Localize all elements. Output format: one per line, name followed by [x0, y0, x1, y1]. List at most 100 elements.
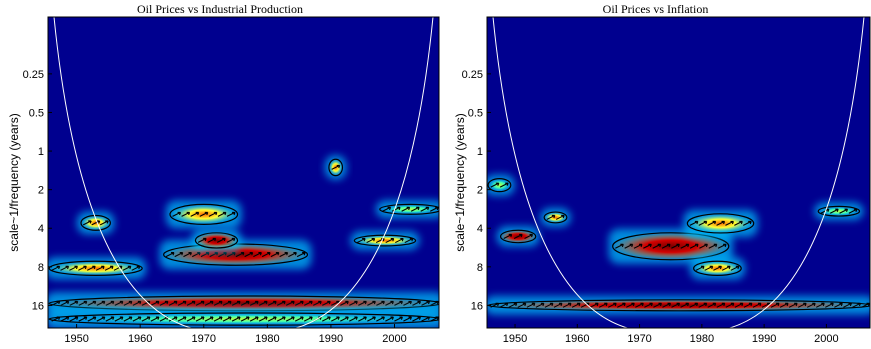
- phase-arrow: [331, 164, 341, 170]
- phase-arrow: [349, 300, 358, 306]
- phase-arrow: [95, 265, 105, 271]
- phase-arrow: [181, 211, 191, 217]
- phase-arrow: [279, 252, 289, 258]
- phase-arrow: [499, 302, 509, 308]
- y-axis-label: scale~1/frequency (years): [7, 113, 21, 251]
- y-tick-label: 16: [32, 300, 44, 312]
- phase-arrow: [199, 211, 209, 217]
- phase-arrow: [168, 300, 178, 306]
- y-axis-label: scale~1/frequency (years): [453, 113, 467, 251]
- phase-arrow: [617, 302, 626, 308]
- phase-arrow: [340, 316, 349, 322]
- x-tick-label: 1990: [319, 333, 343, 345]
- phase-arrow: [200, 252, 210, 258]
- y-tick-label: 1: [477, 146, 483, 158]
- phase-arrow: [87, 316, 97, 322]
- phase-arrow: [806, 302, 816, 308]
- plot-frame: [486, 16, 871, 329]
- phase-arrow: [429, 206, 439, 212]
- phase-arrow: [797, 302, 807, 308]
- x-tick-label: 1960: [128, 333, 152, 345]
- phase-arrow: [258, 316, 268, 322]
- phase-arrow: [285, 316, 295, 322]
- phase-arrow: [394, 316, 403, 322]
- phase-arrow: [86, 265, 96, 271]
- phase-arrow: [226, 252, 236, 258]
- phase-arrow: [60, 300, 70, 306]
- phase-arrow: [195, 300, 205, 306]
- phase-arrow: [123, 300, 133, 306]
- phase-arrow: [191, 252, 201, 258]
- phase-arrow: [385, 300, 394, 306]
- phase-arrow: [69, 265, 78, 271]
- phase-arrow: [403, 316, 412, 322]
- phase-arrow: [526, 302, 536, 308]
- phase-arrow: [839, 208, 849, 214]
- phase-arrow: [367, 300, 376, 306]
- cone-of-influence: [53, 17, 434, 328]
- phase-arrow: [598, 302, 608, 308]
- phase-arrow: [78, 300, 88, 306]
- phase-arrow: [150, 300, 160, 306]
- phase-arrow: [704, 265, 714, 271]
- x-tick-label: 1970: [192, 333, 216, 345]
- phase-arrow: [190, 211, 200, 217]
- phase-arrow: [725, 220, 734, 226]
- phase-arrow: [60, 265, 70, 271]
- phase-arrow: [816, 302, 825, 308]
- phase-arrow: [385, 316, 394, 322]
- power-region: [543, 211, 568, 224]
- phase-arrow: [412, 316, 421, 322]
- phase-arrow: [296, 252, 306, 258]
- phase-arrow: [730, 265, 740, 271]
- phase-arrow: [834, 302, 843, 308]
- y-tick-label: 0.25: [462, 69, 483, 81]
- phase-arrow: [671, 302, 681, 308]
- phase-arrow: [848, 208, 858, 214]
- heatmap-background: [487, 17, 870, 328]
- phase-arrow: [644, 302, 653, 308]
- y-tick-label: 2: [38, 185, 44, 197]
- phase-arrow: [222, 316, 232, 322]
- chart-title: Oil Prices vs Inflation: [602, 2, 709, 16]
- heatmap-background: [48, 17, 439, 328]
- y-tick-label: 0.5: [468, 107, 483, 119]
- phase-arrow: [226, 211, 236, 217]
- phase-arrow: [717, 243, 727, 249]
- phase-arrow: [716, 302, 726, 308]
- phase-arrow: [249, 300, 259, 306]
- phase-arrow: [303, 300, 313, 306]
- phase-arrow: [713, 265, 722, 271]
- phase-arrow: [643, 243, 652, 249]
- phase-arrow: [91, 220, 101, 226]
- power-region: [487, 299, 870, 312]
- phase-arrow: [131, 265, 141, 271]
- chart-svg-right: 0.25 0.5 1 2 4 8 16 1950 1960 1970 1980 1990 2000 sca…: [453, 16, 871, 345]
- phase-arrow: [218, 252, 227, 258]
- phase-arrow: [87, 300, 97, 306]
- phase-arrow: [312, 300, 322, 306]
- phase-arrow: [141, 316, 151, 322]
- x-tick-label: 1980: [690, 333, 714, 345]
- phase-arrow: [165, 252, 175, 258]
- phase-arrow: [544, 302, 554, 308]
- phase-arrow: [499, 182, 509, 188]
- phase-arrow: [391, 206, 401, 212]
- phase-arrow: [96, 300, 106, 306]
- phase-arrow: [535, 302, 545, 308]
- phase-arrow: [174, 252, 184, 258]
- x-tick-label: 1950: [503, 333, 527, 345]
- phase-arrow: [168, 316, 178, 322]
- phase-arrow: [698, 220, 708, 226]
- phase-arrow: [358, 316, 367, 322]
- phase-arrow: [172, 211, 182, 217]
- phase-arrow: [430, 300, 439, 306]
- phase-arrow: [490, 182, 500, 188]
- phase-arrow: [132, 316, 142, 322]
- phase-arrow: [195, 316, 205, 322]
- phase-arrow: [829, 208, 839, 214]
- y-tick-label: 16: [471, 300, 483, 312]
- phase-arrow: [366, 238, 376, 244]
- phase-arrow: [707, 302, 717, 308]
- x-tick-label: 1980: [255, 333, 279, 345]
